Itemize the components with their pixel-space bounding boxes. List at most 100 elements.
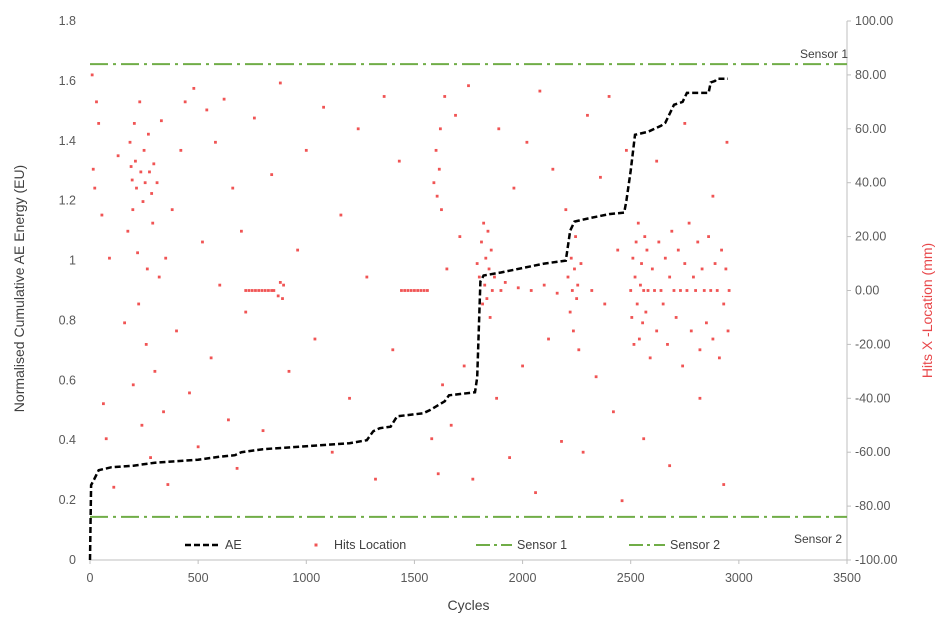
hits-location-point [508,456,511,459]
hits-location-point [633,275,637,279]
hits-location-point [406,289,410,292]
hits-location-point [382,95,386,98]
hits-location-point [141,200,145,203]
hits-location-point [157,275,161,279]
hits-location-point [666,343,669,346]
hits-location-point [594,375,598,379]
hits-location-point [576,283,580,287]
hits-location-point [698,396,702,400]
hits-location-point [634,240,638,244]
hits-location-point [681,364,685,368]
hits-location-point [717,356,721,360]
hits-location-point [153,369,157,373]
hits-location-point [151,221,155,225]
hits-location-point [692,275,695,279]
labels-group: 0 500 1000 1500 2000 2500 3000 3500 0 0.2 0.4 0.6 0.… [11,14,935,613]
hits-location-point [139,170,143,174]
hits-location-point [547,337,550,341]
hits-location-point [497,127,501,131]
y2-tick-label: 20.00 [855,230,886,244]
hits-location-point [170,208,174,212]
hits-location-point [143,181,147,185]
hits-location-point [257,289,261,292]
hits-location-point [149,456,152,459]
hits-location-point [356,127,360,131]
hits-location-point [192,86,196,90]
hits-location-point [116,154,120,158]
hits-location-point [655,159,659,163]
hits-location-point [570,289,574,292]
y-tick-label: 1.8 [59,14,76,28]
hits-location-point [702,289,706,292]
y2-tick-label: 40.00 [855,176,886,190]
hits-location-point [676,248,680,252]
x-tick-label: 3500 [833,571,861,585]
hits-location-point [254,289,257,292]
hits-location-point [727,289,731,292]
hits-location-point [645,248,649,252]
hits-location-point [486,229,490,233]
hits-location-point [227,418,230,422]
hits-location-point [235,466,239,470]
hits-location-point [525,140,529,144]
hits-location-point [445,267,449,271]
hits-location-point [438,127,442,131]
hits-location-point [162,410,165,414]
hits-location-point [642,289,646,292]
hits-location-point [586,113,589,117]
hits-location-point [150,192,154,195]
hits-location-point [278,281,282,284]
hits-location-point [129,165,133,168]
hits-location-point [663,256,667,260]
y2-tick-label: 60.00 [855,122,886,136]
hits-location-point [449,423,453,427]
hits-location-point [244,289,248,292]
hits-location-point [674,316,678,319]
hits-location-point [534,491,537,495]
hits-location-point [374,477,377,481]
hits-location-point [145,267,149,271]
hits-location-point [201,240,204,244]
x-tick-label: 3000 [725,571,753,585]
hits-location-point [698,348,702,352]
hits-location-point [123,321,127,325]
hits-location-point [434,148,438,152]
hits-location-point [140,423,144,427]
hits-location-point [222,97,226,101]
hits-location-point [365,275,369,279]
x-tick-label: 1000 [292,571,320,585]
hits-location-point [131,383,135,387]
x-tick-label: 1500 [401,571,429,585]
hits-location-point [655,329,659,333]
x-tick-label: 500 [188,571,209,585]
hits-location-point [339,213,343,217]
hits-location-point [409,289,413,292]
hits-location-point [403,289,407,292]
hits-location-point [430,437,434,441]
hits-location-point [304,148,308,152]
hits-location-point [581,450,585,454]
hits-location-point [624,148,628,152]
hits-location-point [560,440,563,443]
y-tick-label: 0.8 [59,313,76,327]
hits-location-point [694,289,697,292]
hits-location-point [467,84,470,88]
hits-location-point [435,194,439,198]
hits-location-point [276,294,280,298]
hits-location-point [616,248,620,252]
sensor-1-annotation: Sensor 1 [800,47,848,61]
hits-location-point [134,159,137,163]
y-tick-label: 0.6 [59,373,76,387]
hits-location-point [630,316,634,319]
x-tick-label: 2000 [509,571,537,585]
hits-location-point [397,159,401,163]
y2-tick-label: -60.00 [855,445,890,459]
hits-location-point [670,229,674,233]
hits-location-point [685,289,689,292]
y-axis-title: Normalised Cumulative AE Energy (EU) [11,165,27,412]
hits-location-point [644,310,648,314]
hits-location-point [607,95,611,98]
hits-location-points [90,73,731,503]
hits-location-point [642,437,646,441]
